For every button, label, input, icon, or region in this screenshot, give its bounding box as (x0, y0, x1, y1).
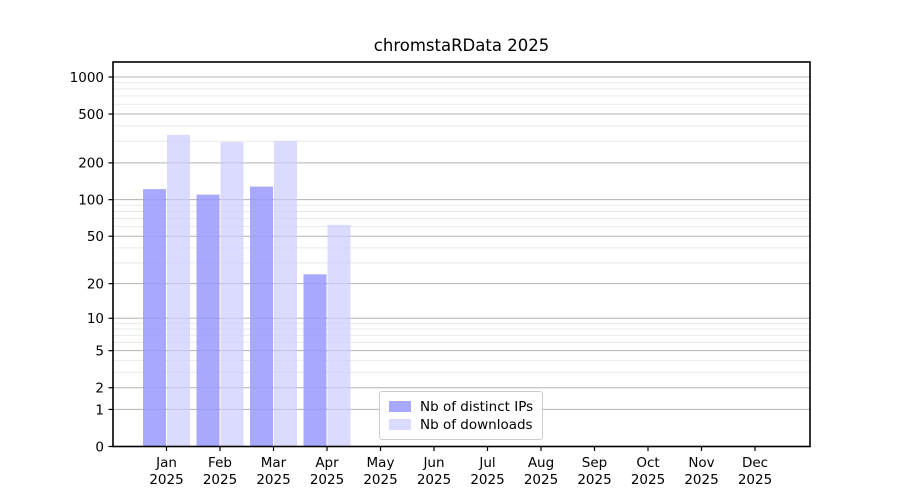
x-label-month-sep: Sep (582, 455, 607, 471)
chart-title: chromstaRData 2025 (373, 36, 550, 55)
x-label-year-oct: 2025 (631, 472, 665, 488)
x-label-year-nov: 2025 (684, 472, 718, 488)
x-label-month-jul: Jul (478, 455, 495, 471)
x-label-month-aug: Aug (528, 455, 554, 471)
x-label-year-dec: 2025 (738, 472, 772, 488)
legend: Nb of distinct IPs Nb of downloads (379, 391, 543, 440)
x-label-year-jul: 2025 (470, 472, 504, 488)
legend-item-downloads: Nb of downloads (389, 416, 542, 433)
x-label-year-sep: 2025 (577, 472, 611, 488)
bar-downloads-mar (274, 141, 297, 447)
legend-swatch-distinct-ips (389, 401, 411, 412)
x-label-year-mar: 2025 (256, 472, 290, 488)
y-tick-label: 5 (95, 344, 104, 360)
y-tick-label: 200 (78, 156, 104, 172)
y-tick-label: 2 (95, 381, 104, 397)
x-label-year-apr: 2025 (310, 472, 344, 488)
x-label-year-feb: 2025 (203, 472, 237, 488)
bar-downloads-apr (327, 224, 351, 447)
x-label-month-jan: Jan (155, 455, 177, 471)
bar-ips-jan (143, 189, 166, 447)
x-label-month-nov: Nov (688, 455, 714, 471)
y-tick-label: 100 (78, 193, 104, 209)
bar-downloads-jan (167, 134, 190, 447)
y-tick-label: 10 (87, 311, 104, 327)
x-label-month-may: May (367, 455, 395, 471)
x-label-year-aug: 2025 (524, 472, 558, 488)
y-tick-label: 1 (95, 402, 104, 418)
x-label-month-apr: Apr (315, 455, 339, 471)
y-tick-label: 0 (95, 439, 104, 455)
x-label-year-jan: 2025 (149, 472, 183, 488)
legend-swatch-downloads (389, 419, 411, 430)
legend-label-downloads: Nb of downloads (420, 416, 533, 433)
x-label-month-oct: Oct (636, 455, 659, 471)
x-label-month-mar: Mar (261, 455, 287, 471)
axes-frame (112, 61, 811, 448)
y-tick-label: 1000 (70, 70, 104, 86)
legend-label-distinct-ips: Nb of distinct IPs (420, 398, 534, 415)
legend-item-distinct-ips: Nb of distinct IPs (389, 398, 542, 415)
x-label-month-feb: Feb (208, 455, 232, 471)
y-tick-label: 500 (78, 107, 104, 123)
bar-ips-feb (196, 194, 220, 447)
bar-downloads-feb (220, 141, 244, 447)
x-label-year-may: 2025 (363, 472, 397, 488)
x-label-month-dec: Dec (742, 455, 768, 471)
x-label-month-jun: Jun (422, 455, 444, 471)
x-label-year-jun: 2025 (417, 472, 451, 488)
y-tick-label: 20 (87, 277, 104, 293)
bar-ips-mar (250, 186, 273, 447)
y-tick-label: 50 (87, 229, 104, 245)
bar-ips-apr (303, 274, 327, 447)
